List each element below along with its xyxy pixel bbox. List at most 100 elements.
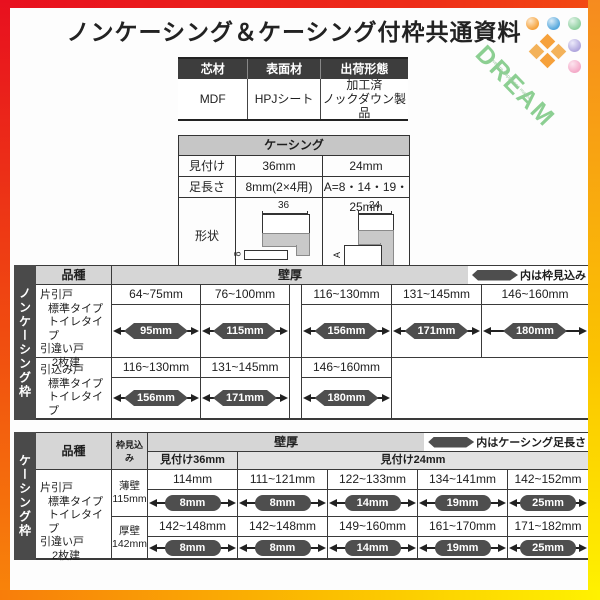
right-arrowhead-icon — [228, 499, 236, 507]
leg-length-cell: 8mm — [148, 490, 238, 517]
product-line: 引違い戸 — [40, 536, 84, 548]
material-table: 芯材 表面材 出荷形態 MDF HPJシート 加工済 ノックダウン製品 — [178, 57, 408, 121]
wall-range: 111~121mm — [238, 470, 328, 490]
subheader-mitsuke24: 見付け24mm — [238, 452, 588, 470]
material-value-shipping: 加工済 ノックダウン製品 — [321, 78, 408, 120]
legend-pill-icon — [472, 270, 518, 281]
wall-range: 142~148mm — [238, 517, 328, 537]
shipping-line-1: 加工済 — [346, 78, 383, 92]
product-line: 引違い戸 — [40, 343, 84, 355]
material-value-core: MDF — [178, 79, 249, 119]
wall-range: 116~130mm — [302, 285, 392, 305]
legend-pill-icon — [428, 437, 474, 448]
wall-range: 134~141mm — [418, 470, 508, 490]
left-arrowhead-icon — [419, 499, 427, 507]
right-arrowhead-icon — [408, 499, 416, 507]
dim-36: 36 — [278, 200, 290, 211]
leg-length-pill: 25mm — [520, 539, 576, 556]
leg-length-cell: 8mm — [238, 490, 328, 517]
wall-range: 146~160mm — [302, 358, 392, 378]
right-arrowhead-icon — [318, 543, 326, 552]
product-line: 標準タイプ — [48, 495, 103, 508]
frame-depth-pill: 180mm — [503, 323, 567, 339]
right-arrowhead-icon — [498, 499, 506, 507]
product-line: 片引戸 — [40, 289, 73, 301]
right-arrowhead-icon — [191, 327, 199, 335]
mikomi-type: 厚壁 — [119, 524, 140, 537]
frame-depth-pill: 156mm — [124, 390, 188, 406]
left-arrowhead-icon — [202, 327, 210, 335]
frame-depth-cell: 180mm — [482, 305, 588, 358]
shape-label: 形状 — [179, 198, 236, 274]
material-header-surface: 表面材 — [248, 59, 321, 79]
noncasing-wall-header-row: 壁厚 内は枠見込み — [112, 265, 588, 285]
left-arrowhead-icon — [329, 499, 337, 507]
left-arrowhead-icon — [113, 327, 121, 335]
logo-dot-orange-icon — [526, 17, 539, 30]
frame-depth-cell: 156mm — [112, 378, 201, 420]
dream-logo: DREAM we are happiness maker — [470, 14, 592, 133]
product-line: トイレタイプ — [48, 316, 103, 342]
casing-frame-section: ケーシング枠 品種 枠見込み 壁厚 内はケーシング足長さ 見付け36mm 見付け… — [14, 432, 588, 562]
wall-range: 171~182mm — [508, 517, 588, 537]
right-arrowhead-icon — [498, 543, 506, 552]
casing-wall-header: 壁厚 — [148, 433, 425, 451]
mikomi-size: 142mm — [112, 537, 148, 550]
right-arrowhead-icon — [191, 394, 199, 402]
left-arrowhead-icon — [303, 327, 311, 335]
profile-casing-bar — [262, 233, 310, 247]
leg-length-pill: 19mm — [434, 539, 491, 556]
mitsuke-36: 36mm — [236, 156, 323, 176]
logo-dot-green-icon — [568, 17, 581, 30]
logo-dot-purple-icon — [568, 39, 581, 52]
leg-length-pill: 8mm — [254, 495, 311, 511]
left-arrowhead-icon — [393, 327, 401, 335]
frame-depth-pill: 156mm — [315, 323, 379, 339]
page-border-right — [588, 0, 600, 600]
leg-length-pill: 14mm — [344, 495, 401, 511]
leg-length-cell: 14mm — [328, 537, 418, 560]
casing-side-label: ケーシング枠 — [14, 432, 36, 560]
mikomi-type: 薄壁 — [119, 480, 140, 492]
frame-depth-cell: 115mm — [201, 305, 290, 358]
left-arrowhead-icon — [483, 327, 491, 335]
frame-depth-pill: 95mm — [124, 323, 188, 339]
logo-diamond-icon — [539, 52, 556, 69]
profile-36-diagram: 36 8 — [233, 198, 323, 274]
noncasing-group1-products: 片引戸 標準タイプ トイレタイプ 引違い戸 2枚建 — [36, 285, 112, 369]
frame-depth-pill: 171mm — [405, 323, 469, 339]
wall-range: 76~100mm — [201, 285, 290, 305]
wall-range: 131~145mm — [392, 285, 482, 305]
noncasing-wall-header: 壁厚 — [112, 266, 468, 284]
right-arrowhead-icon — [579, 543, 587, 552]
right-arrowhead-icon — [318, 499, 326, 507]
casing-legend: 内はケーシング足長さ — [424, 433, 588, 451]
leg-length-cell: 8mm — [238, 537, 328, 560]
product-line: 2枚建 — [52, 356, 81, 369]
page-title: ノンケーシング＆ケーシング付枠共通資料 — [66, 19, 522, 45]
product-line: 標準タイプ — [48, 302, 103, 315]
profile-casing-bar — [358, 230, 394, 245]
leg-length-cell: 25mm — [508, 537, 588, 560]
gap-column — [290, 358, 302, 420]
right-arrowhead-icon — [579, 327, 587, 335]
ashinaga-label: 足長さ — [179, 177, 236, 197]
left-arrowhead-icon — [149, 499, 157, 507]
product-line: トイレタイプ — [48, 509, 103, 535]
leg-length-pill: 25mm — [520, 495, 576, 511]
logo-diamond-icon — [539, 33, 556, 50]
profile-24-diagram: 24 A — [323, 198, 409, 274]
shipping-line-2: ノックダウン製品 — [322, 92, 407, 120]
leg-length-cell: 14mm — [328, 490, 418, 517]
frame-depth-pill: 171mm — [213, 390, 277, 406]
left-arrowhead-icon — [303, 394, 311, 402]
left-arrowhead-icon — [113, 394, 121, 402]
page-border-bottom — [0, 590, 600, 600]
mikomi-thin-wall: 薄壁 115mm — [112, 470, 148, 517]
casing-product-header: 品種 — [36, 432, 112, 470]
mikomi-size: 115mm — [112, 493, 147, 505]
noncasing-side-label: ノンケーシング枠 — [14, 265, 36, 420]
dim-24: 24 — [369, 200, 381, 211]
leg-length-cell: 19mm — [418, 490, 508, 517]
